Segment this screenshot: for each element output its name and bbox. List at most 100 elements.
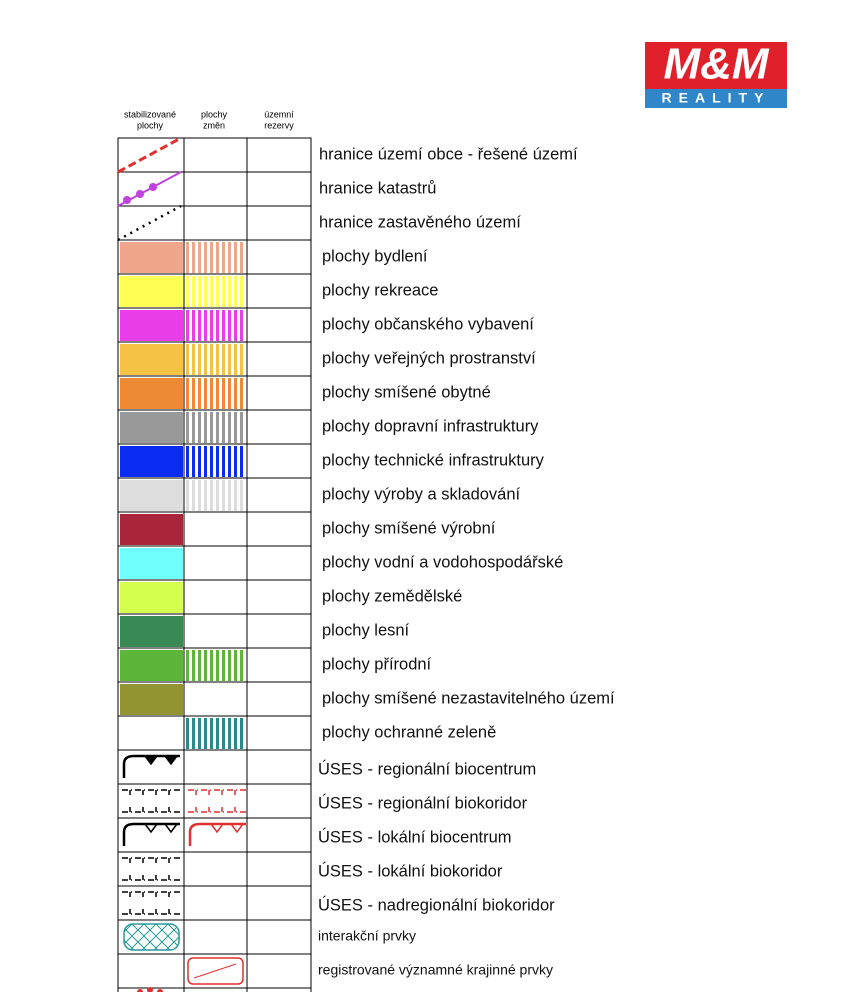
logo-brand: M&M [663,40,769,89]
cell [246,477,312,513]
row-label: ÚSES - nadregionální biokoridor [318,895,555,914]
cell [117,953,185,989]
cell [246,205,312,241]
cell [246,885,312,921]
row-label: plochy bydlení [322,247,428,265]
cell [246,239,312,275]
cell [183,613,248,649]
row-label: plochy smíšené nezastavitelného území [322,689,615,707]
row-label: plochy dopravní infrastruktury [322,417,539,435]
cell [246,341,312,377]
row-label: plochy ochranné zeleně [322,723,496,741]
change-swatch [186,242,246,273]
cell [246,783,312,819]
cell [246,579,312,615]
stabilized-swatch [120,412,183,443]
logo-red [645,42,787,89]
stabilized-swatch [120,548,183,579]
stabilized-swatch [120,344,183,375]
cell [246,171,312,207]
cell [117,851,185,887]
cell [246,919,312,955]
stabilized-swatch [120,650,183,681]
stabilized-swatch [120,310,183,341]
cell [183,579,248,615]
column-header: územní [264,109,294,119]
cell [246,137,312,173]
cell [246,545,312,581]
biocentre-symbol [122,822,180,846]
boundary-dot [123,196,131,204]
row-label: plochy občanského vybavení [322,315,534,333]
stabilized-swatch [120,582,183,613]
logo: M&M REALITY [645,40,787,108]
column-header: plochy [201,109,228,119]
cell [246,953,312,989]
cell [246,851,312,887]
stabilized-swatch [120,446,183,477]
change-swatch [186,718,246,749]
cell [183,851,248,887]
change-swatch [186,310,246,341]
stabilized-swatch [120,684,183,715]
cell [183,783,248,819]
cell [246,307,312,343]
stabilized-swatch [120,514,183,545]
boundary-symbol [117,204,182,242]
row-label: plochy vodní a vodohospodářské [322,553,563,571]
cell [246,613,312,649]
stabilized-swatch [120,242,183,273]
cell [183,919,248,955]
cell [246,681,312,717]
cell [246,375,312,411]
cell [246,715,312,751]
row-label: hranice území obce - řešené území [319,145,578,163]
row-label: plochy smíšené výrobní [322,519,496,537]
row-label: hranice zastavěného území [319,213,521,231]
row-label: ÚSES - lokální biokoridor [318,861,503,880]
cell [246,443,312,479]
change-swatch [186,412,246,443]
cell [183,681,248,717]
row-label: plochy rekreace [322,281,438,299]
cell [246,409,312,445]
row-label: registrované významné krajinné prvky [318,962,553,978]
logo-tagline: REALITY [662,90,771,106]
cell [117,885,185,921]
boundary-dot [136,190,144,198]
interaction-symbol [123,923,180,951]
change-swatch [186,276,246,307]
row-label: plochy přírodní [322,655,432,673]
row-label: ÚSES - lokální biocentrum [318,827,512,846]
cell [183,137,248,173]
row-label: plochy smíšené obytné [322,383,491,401]
change-swatch [186,446,246,477]
change-swatch [186,378,246,409]
biocentre-tick [163,823,179,834]
change-swatch [186,650,246,681]
cell [183,171,248,207]
row-label: ÚSES - regionální biokoridor [318,793,528,812]
row-label: plochy lesní [322,621,410,639]
cell [246,987,312,997]
stabilized-swatch [120,276,183,307]
cell [117,715,185,751]
biocentre-symbol [122,754,180,778]
row-label: plochy zemědělské [322,587,462,605]
cell [183,511,248,547]
cell [246,511,312,547]
row-label: ÚSES - regionální biocentrum [318,759,536,778]
cell [183,885,248,921]
cell [246,749,312,785]
cell [183,987,248,997]
cell [246,273,312,309]
biocentre-tick [163,755,179,766]
biocentre-symbol [188,822,246,846]
boundary-symbol [117,136,182,174]
cell [246,647,312,683]
cell [246,817,312,853]
cell [117,783,185,819]
stabilized-swatch [120,616,183,647]
